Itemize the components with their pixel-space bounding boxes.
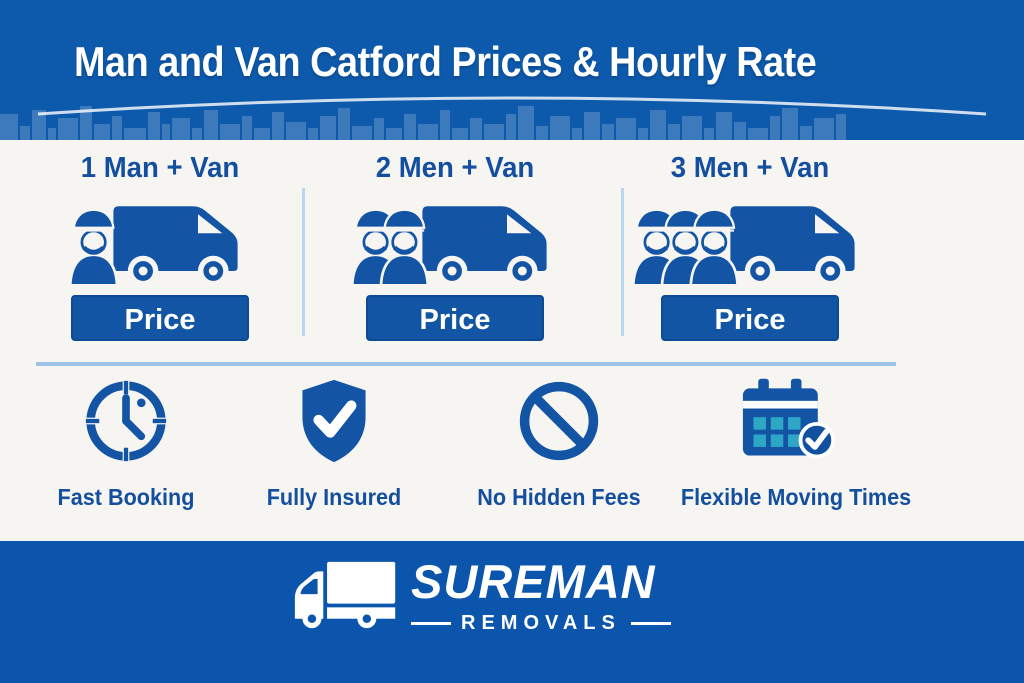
pricing-column-3-label: 3 Men + Van	[670, 152, 830, 184]
header-banner: Man and Van Catford Prices & Hourly Rate	[0, 0, 1024, 140]
price-button-2[interactable]: Price	[366, 295, 544, 341]
city-skyline-graphic	[0, 96, 987, 140]
two-men-van-icon	[325, 195, 585, 289]
brand-logo: SUREMAN REMOVALS	[293, 558, 671, 633]
one-man-van-icon	[30, 195, 290, 289]
feature-label: Fast Booking	[57, 484, 195, 510]
three-men-van-icon	[620, 195, 880, 289]
pricing-column-3: 3 Men + Van Price	[620, 152, 880, 341]
page-title: Man and Van Catford Prices & Hourly Rate	[74, 38, 817, 85]
feature-label: Fully Insured	[266, 484, 402, 510]
feature-label: Flexible Moving Times	[680, 484, 912, 510]
feature-fully-insured: Fully Insured	[219, 378, 449, 511]
price-button-1[interactable]: Price	[71, 295, 249, 341]
footer-banner: SUREMAN REMOVALS	[0, 541, 1024, 683]
column-divider-1	[302, 188, 305, 336]
pricing-column-1-label: 1 Man + Van	[80, 152, 240, 184]
no-entry-icon	[444, 378, 674, 464]
calendar-check-icon	[674, 378, 904, 464]
pricing-column-1: 1 Man + Van Price	[30, 152, 290, 341]
truck-icon	[294, 561, 396, 628]
shield-check-icon	[219, 378, 449, 464]
clock-icon	[11, 378, 241, 464]
feature-label: No Hidden Fees	[477, 484, 641, 510]
brand-name: SUREMAN	[411, 555, 656, 608]
pricing-column-2-label: 2 Men + Van	[375, 152, 535, 184]
brand-tagline: REMOVALS	[461, 612, 621, 634]
column-divider-2	[621, 188, 624, 336]
pricing-column-2: 2 Men + Van Price	[325, 152, 585, 341]
feature-no-hidden-fees: No Hidden Fees	[444, 378, 674, 511]
tagline-rule-left	[411, 621, 451, 625]
section-divider	[36, 362, 896, 366]
feature-flexible-moving-times: Flexible Moving Times	[674, 378, 912, 511]
price-button-3[interactable]: Price	[661, 295, 839, 341]
feature-fast-booking: Fast Booking	[11, 378, 241, 511]
tagline-rule-right	[630, 621, 671, 625]
